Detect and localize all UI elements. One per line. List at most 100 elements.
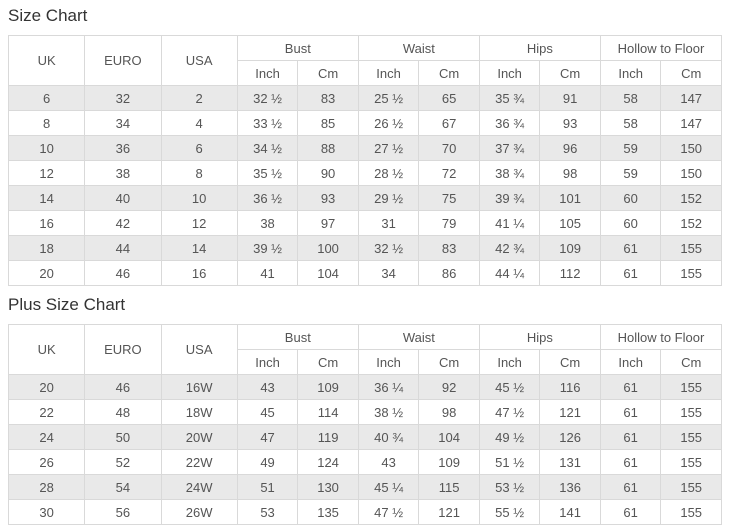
table-cell: 16: [7, 210, 86, 236]
table-cell: 10: [7, 135, 86, 161]
size-table: UK EURO USA Bust Waist Hips Hollow to Floor In…: [7, 324, 723, 525]
unit-header-cm: Cm: [660, 60, 722, 86]
table-cell: 22: [7, 399, 86, 425]
table-body: 20 46 16W 43 109 36 ¼ 92 45 ½ 116 61 155 22 48 18W 45 1…: [7, 374, 722, 525]
column-header-euro: EURO: [84, 324, 162, 375]
table-cell: 52: [84, 449, 162, 475]
table-cell: 49: [236, 449, 299, 475]
table-cell: 39 ½: [236, 235, 299, 261]
table-cell: 25 ½: [357, 85, 420, 111]
table-cell: 55 ½: [478, 499, 541, 525]
table-cell: 112: [539, 260, 601, 286]
table-cell: 8: [160, 160, 238, 186]
table-cell: 61: [599, 235, 662, 261]
table-cell: 41: [236, 260, 299, 286]
table-cell: 136: [539, 474, 601, 500]
table-cell: 75: [418, 185, 480, 211]
unit-header-inch: Inch: [357, 349, 420, 375]
header-group-row: UK EURO USA Bust Waist Hips Hollow to Floor: [7, 35, 723, 86]
table-cell: 121: [539, 399, 601, 425]
table-cell: 42: [84, 210, 162, 236]
table-cell: 46: [84, 260, 162, 286]
table-cell: 51: [236, 474, 299, 500]
table-cell: 38: [236, 210, 299, 236]
unit-header-inch: Inch: [599, 60, 662, 86]
table-cell: 130: [297, 474, 359, 500]
table-cell: 83: [297, 85, 359, 111]
table-cell: 24W: [160, 474, 238, 500]
table-cell: 91: [539, 85, 601, 111]
table-cell: 43: [357, 449, 420, 475]
table-cell: 60: [599, 210, 662, 236]
table-cell: 67: [418, 110, 480, 136]
header-unit-row: Inch Cm Inch Cm Inch Cm Inch Cm: [9, 60, 722, 86]
table-cell: 36 ¾: [478, 110, 541, 136]
table-cell: 93: [297, 185, 359, 211]
table-cell: 12: [160, 210, 238, 236]
table-cell: 58: [599, 85, 662, 111]
table-cell: 53 ½: [478, 474, 541, 500]
table-cell: 114: [297, 399, 359, 425]
unit-header-cm: Cm: [418, 60, 480, 86]
table-row: 30 56 26W 53 135 47 ½ 121 55 ½ 141 61 155: [7, 499, 722, 525]
table-row: 10 36 6 34 ½ 88 27 ½ 70 37 ¾ 96 59 150: [7, 135, 722, 161]
table-cell: 48: [84, 399, 162, 425]
table-cell: 34 ½: [236, 135, 299, 161]
column-header-usa: USA: [160, 324, 238, 375]
table-cell: 54: [84, 474, 162, 500]
group-header-waist: Waist: [357, 324, 480, 350]
table-cell: 47 ½: [357, 499, 420, 525]
table-cell: 97: [297, 210, 359, 236]
table-cell: 6: [160, 135, 238, 161]
unit-header-cm: Cm: [297, 349, 359, 375]
table-cell: 8: [7, 110, 86, 136]
unit-header-inch: Inch: [478, 349, 541, 375]
table-body: 6 32 2 32 ½ 83 25 ½ 65 35 ¾ 91 58 147 8 34 4 33 ½ 85 26 …: [7, 85, 722, 286]
unit-header-cm: Cm: [297, 60, 359, 86]
table-cell: 60: [599, 185, 662, 211]
table-cell: 135: [297, 499, 359, 525]
table-cell: 109: [297, 374, 359, 400]
group-header-bust: Bust: [236, 324, 359, 350]
size-chart-section: Plus Size Chart UK EURO USA Bust Waist Hips Ho…: [7, 295, 723, 525]
table-cell: 45 ¼: [357, 474, 420, 500]
table-cell: 40: [84, 185, 162, 211]
unit-header-cm: Cm: [539, 349, 601, 375]
table-cell: 50: [84, 424, 162, 450]
table-cell: 116: [539, 374, 601, 400]
table-cell: 42 ¾: [478, 235, 541, 261]
table-cell: 28 ½: [357, 160, 420, 186]
unit-header-inch: Inch: [478, 60, 541, 86]
table-cell: 83: [418, 235, 480, 261]
table-cell: 36: [84, 135, 162, 161]
table-head: UK EURO USA Bust Waist Hips Hollow to Floor In…: [7, 324, 723, 375]
table-cell: 155: [660, 449, 722, 475]
table-row: 8 34 4 33 ½ 85 26 ½ 67 36 ¾ 93 58 147: [7, 110, 722, 136]
table-cell: 70: [418, 135, 480, 161]
table-cell: 96: [539, 135, 601, 161]
table-cell: 45 ½: [478, 374, 541, 400]
table-cell: 61: [599, 374, 662, 400]
table-cell: 4: [160, 110, 238, 136]
table-cell: 98: [539, 160, 601, 186]
table-cell: 61: [599, 499, 662, 525]
table-cell: 45: [236, 399, 299, 425]
unit-header-inch: Inch: [599, 349, 662, 375]
table-cell: 51 ½: [478, 449, 541, 475]
group-header-hips: Hips: [478, 324, 601, 350]
table-cell: 44: [84, 235, 162, 261]
table-cell: 46: [84, 374, 162, 400]
table-cell: 147: [660, 85, 722, 111]
table-cell: 18W: [160, 399, 238, 425]
table-cell: 100: [297, 235, 359, 261]
sections-root: Size Chart UK EURO USA Bust Waist Hips Hollow …: [7, 6, 723, 525]
table-cell: 20: [7, 260, 86, 286]
table-cell: 109: [539, 235, 601, 261]
table-cell: 43: [236, 374, 299, 400]
table-cell: 155: [660, 399, 722, 425]
table-row: 26 52 22W 49 124 43 109 51 ½ 131 61 155: [7, 449, 722, 475]
table-cell: 85: [297, 110, 359, 136]
group-header-hollow-to-floor: Hollow to Floor: [599, 324, 723, 350]
table-row: 16 42 12 38 97 31 79 41 ¼ 105 60 152: [7, 210, 722, 236]
